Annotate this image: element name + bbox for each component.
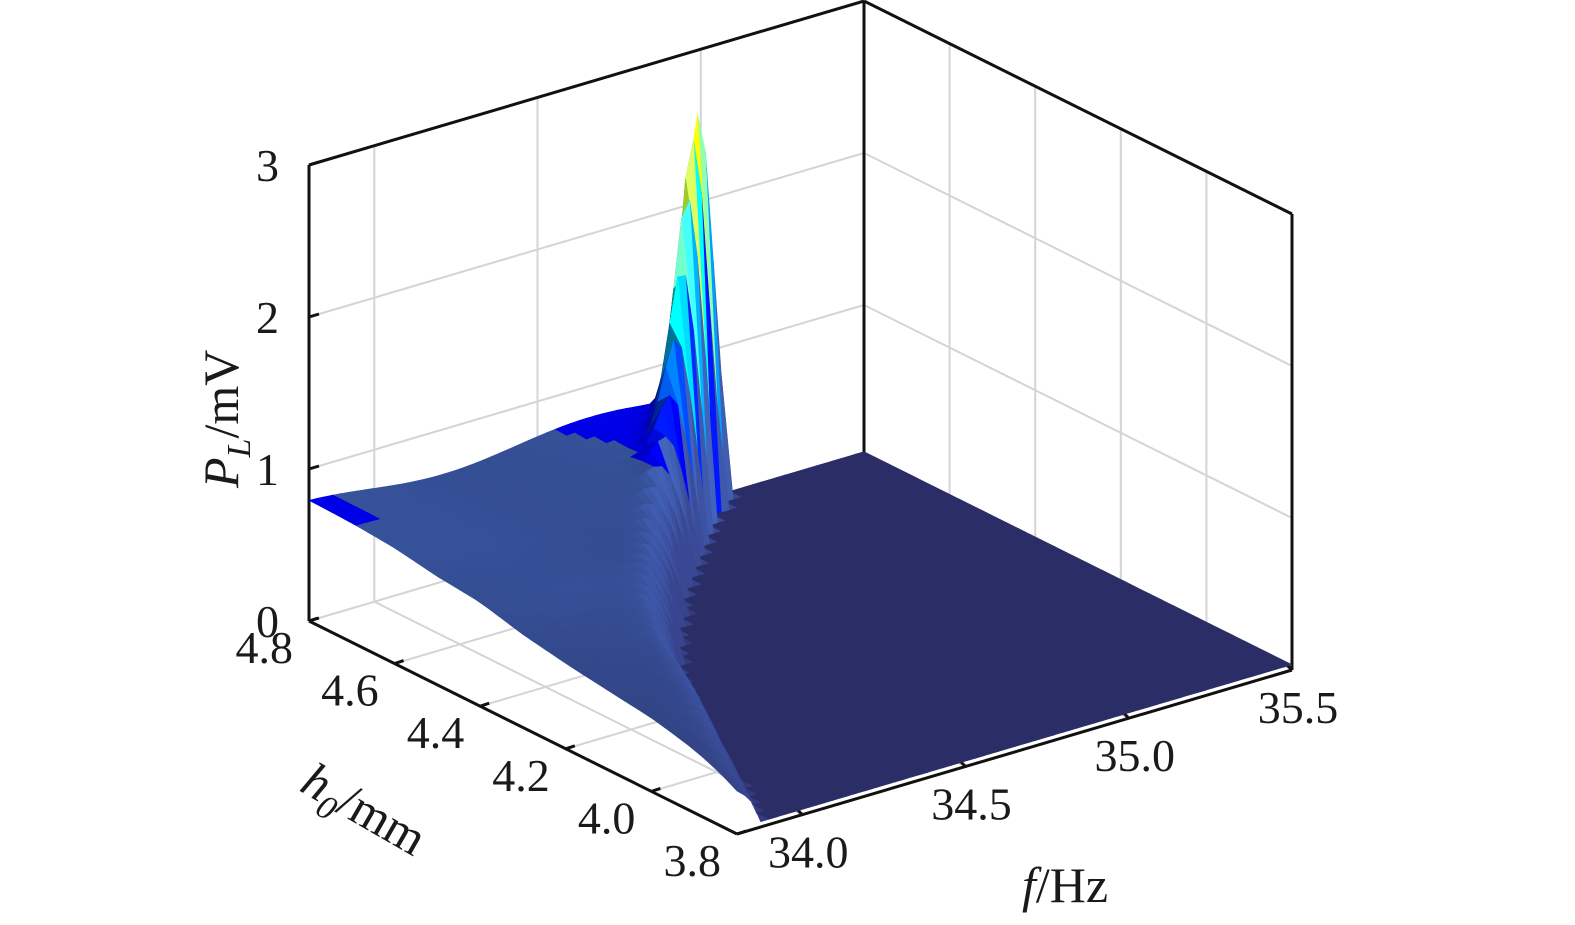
y-tick-mark xyxy=(308,616,319,623)
x-axis-label: f/Hz xyxy=(1022,857,1108,913)
z-tick-mark xyxy=(308,464,320,471)
grid-line-side-z xyxy=(863,152,1293,367)
x-tick-label: 34.0 xyxy=(768,827,849,878)
z-tick-label: 3 xyxy=(256,140,279,191)
z-axis-label: PL/mV xyxy=(193,350,258,489)
axes-frame xyxy=(307,0,1294,836)
grid-line-side-z xyxy=(863,304,1293,519)
y-tick-mark xyxy=(650,786,661,793)
x-tick-label: 34.5 xyxy=(931,779,1012,830)
surface-patch xyxy=(724,777,746,796)
y-tick-mark xyxy=(479,701,490,708)
z-tick-label: 0 xyxy=(256,596,279,647)
y-tick-label: 4.8 xyxy=(236,622,294,673)
grid-line-back-z xyxy=(308,152,865,318)
y-tick-mark xyxy=(394,659,405,666)
y-axis-line xyxy=(308,619,738,836)
grid-line-back-z xyxy=(308,304,865,470)
z-tick-mark xyxy=(308,312,320,319)
frame-top-back xyxy=(308,0,865,167)
y-tick-label: 4.2 xyxy=(492,750,550,801)
y-tick-label: 4.0 xyxy=(578,792,636,843)
y-tick-label: 4.6 xyxy=(321,665,379,716)
surface-plot xyxy=(308,113,1293,823)
z-tick-mark xyxy=(308,160,320,167)
tick-labels: 0 1 2 3 3.8 4.0 4.2 4.4 4.6 4.8 34.0 34.5 35.0 35.5 xyxy=(236,140,1339,886)
y-tick-label: 3.8 xyxy=(664,835,722,886)
z-tick-label: 1 xyxy=(256,444,279,495)
y-tick-mark xyxy=(736,829,747,836)
y-tick-mark xyxy=(565,744,576,751)
x-tick-label: 35.0 xyxy=(1095,730,1176,781)
z-tick-label: 2 xyxy=(256,292,279,343)
y-tick-label: 4.4 xyxy=(407,707,465,758)
x-tick-label: 35.5 xyxy=(1258,682,1339,733)
frame-top-side xyxy=(863,0,1293,216)
y-axis-label: h0/mm xyxy=(288,751,436,874)
x-axis-line xyxy=(736,668,1293,836)
